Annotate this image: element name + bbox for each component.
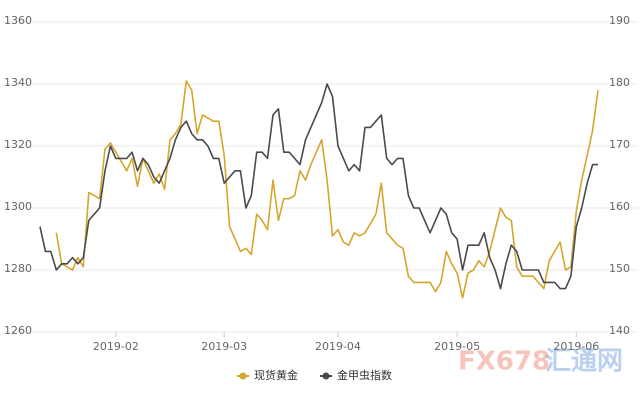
legend-label: 金甲虫指数 bbox=[337, 368, 392, 382]
x-tick-label: 2019-06 bbox=[553, 340, 599, 353]
y-tick-label: 1280 bbox=[4, 262, 32, 275]
watermark: 汇通网 bbox=[545, 347, 623, 377]
legend-label: 现货黄金 bbox=[254, 368, 298, 382]
y2-tick-label: 150 bbox=[609, 262, 630, 275]
y-tick-label: 1320 bbox=[4, 138, 32, 151]
legend-marker bbox=[239, 372, 247, 380]
x-tick-label: 2019-05 bbox=[434, 340, 480, 353]
x-tick-label: 2019-04 bbox=[315, 340, 361, 353]
y2-tick-label: 160 bbox=[609, 200, 630, 213]
watermark: FX678 bbox=[458, 347, 550, 377]
y-tick-label: 1260 bbox=[4, 324, 32, 337]
x-tick-label: 2019-02 bbox=[93, 340, 139, 353]
line bbox=[55, 80, 599, 299]
y2-tick-label: 190 bbox=[609, 14, 630, 27]
line bbox=[39, 83, 598, 290]
x-tick-label: 2019-03 bbox=[201, 340, 247, 353]
y2-tick-label: 180 bbox=[609, 76, 630, 89]
y2-tick-label: 170 bbox=[609, 138, 630, 151]
y-tick-label: 1340 bbox=[4, 76, 32, 89]
y-tick-label: 1300 bbox=[4, 200, 32, 213]
legend-marker bbox=[322, 372, 330, 380]
y2-tick-label: 140 bbox=[609, 324, 630, 337]
y-tick-label: 1360 bbox=[4, 14, 32, 27]
